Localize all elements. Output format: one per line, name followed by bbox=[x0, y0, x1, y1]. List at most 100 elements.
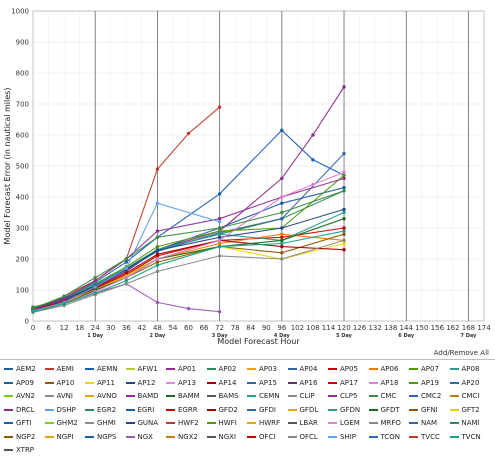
legend-item-gfti[interactable]: GFTI bbox=[4, 417, 32, 429]
legend-item-avno[interactable]: AVNO bbox=[85, 390, 117, 402]
legend-item-ap08[interactable]: AP08 bbox=[449, 363, 479, 375]
legend-item-gfdl[interactable]: GFDL bbox=[287, 404, 318, 416]
legend-item-gft2[interactable]: GFT2 bbox=[449, 404, 480, 416]
legend-item-drcl[interactable]: DRCL bbox=[4, 404, 35, 416]
x-tick-label: 150 bbox=[415, 324, 428, 332]
legend-item-ap16[interactable]: AP16 bbox=[287, 377, 317, 389]
legend-item-ap18[interactable]: AP18 bbox=[368, 377, 398, 389]
legend-item-clp5[interactable]: CLP5 bbox=[328, 390, 357, 402]
legend-item-ngp2[interactable]: NGP2 bbox=[4, 431, 35, 443]
legend-item-hwf2[interactable]: HWF2 bbox=[166, 417, 199, 429]
data-point-ofcl bbox=[342, 238, 346, 243]
legend-item-lbar[interactable]: LBAR bbox=[287, 417, 318, 429]
y-tick-label: 800 bbox=[16, 70, 29, 78]
legend-item-ngpi[interactable]: NGPI bbox=[44, 431, 73, 443]
legend-item-aemn[interactable]: AEMN bbox=[85, 363, 118, 375]
day-marker-label: 2 Day bbox=[149, 333, 166, 339]
legend-item-gfdi[interactable]: GFDI bbox=[247, 404, 276, 416]
legend-item-ap19[interactable]: AP19 bbox=[409, 377, 439, 389]
legend-item-ap15[interactable]: AP15 bbox=[247, 377, 277, 389]
legend-item-ngps[interactable]: NGPS bbox=[85, 431, 116, 443]
legend-swatch bbox=[368, 408, 378, 411]
data-point-lgem bbox=[217, 238, 222, 243]
legend-item-aem2[interactable]: AEM2 bbox=[4, 363, 36, 375]
legend-item-hwfi[interactable]: HWFI bbox=[206, 417, 237, 429]
legend-item-ap13[interactable]: AP13 bbox=[166, 377, 196, 389]
data-point-tvcn bbox=[124, 279, 129, 283]
legend-item-egrr[interactable]: EGRR bbox=[166, 404, 198, 416]
legend-item-ap12[interactable]: AP12 bbox=[125, 377, 155, 389]
legend-item-ngx[interactable]: NGX bbox=[125, 431, 153, 443]
data-point-aemn bbox=[311, 158, 315, 162]
legend-item-xtrp[interactable]: XTRP bbox=[4, 444, 34, 456]
legend-label: GFD2 bbox=[218, 405, 238, 414]
legend-item-bamm[interactable]: BAMM bbox=[166, 390, 200, 402]
legend-item-ap06[interactable]: AP06 bbox=[368, 363, 398, 375]
data-point-cmc bbox=[62, 294, 66, 298]
legend-swatch bbox=[368, 435, 378, 438]
legend-item-ap04[interactable]: AP04 bbox=[287, 363, 317, 375]
legend-item-gfdn[interactable]: GFDN bbox=[328, 404, 360, 416]
legend-item-nam[interactable]: NAM bbox=[409, 417, 437, 429]
legend-item-avni[interactable]: AVNI bbox=[44, 390, 73, 402]
legend-item-clip[interactable]: CLIP bbox=[287, 390, 315, 402]
legend-swatch bbox=[368, 368, 378, 370]
legend-item-gfni[interactable]: GFNI bbox=[409, 404, 438, 416]
data-point-cmc bbox=[93, 275, 97, 280]
legend-item-gfdt[interactable]: GFDT bbox=[368, 404, 400, 416]
legend-item-ap09[interactable]: AP09 bbox=[4, 377, 34, 389]
legend-item-ap20[interactable]: AP20 bbox=[449, 377, 479, 389]
legend-item-ap17[interactable]: AP17 bbox=[328, 377, 358, 389]
legend-label: NGPS bbox=[97, 432, 117, 441]
x-tick-label: 84 bbox=[246, 324, 255, 332]
legend-item-ngxi[interactable]: NGXI bbox=[206, 431, 236, 443]
legend-item-ghm2[interactable]: GHM2 bbox=[44, 417, 78, 429]
legend-item-tcon[interactable]: TCON bbox=[368, 431, 400, 443]
legend-item-afw1[interactable]: AFW1 bbox=[125, 363, 158, 375]
legend-item-lgem[interactable]: LGEM bbox=[328, 417, 360, 429]
legend-item-cmci[interactable]: CMCI bbox=[449, 390, 479, 402]
x-tick-label: 144 bbox=[400, 324, 414, 332]
legend-item-ap05[interactable]: AP05 bbox=[328, 363, 358, 375]
legend-item-ngx2[interactable]: NGX2 bbox=[166, 431, 198, 443]
data-point-clp5 bbox=[155, 229, 160, 233]
legend-item-bams[interactable]: BAMS bbox=[206, 390, 239, 402]
x-tick-label: 138 bbox=[384, 324, 397, 332]
legend-item-guna[interactable]: GUNA bbox=[125, 417, 158, 429]
legend-item-cemn[interactable]: CEMN bbox=[247, 390, 280, 402]
legend-item-avn2[interactable]: AVN2 bbox=[4, 390, 35, 402]
legend-item-tvcc[interactable]: TVCC bbox=[409, 431, 440, 443]
legend-item-gfd2[interactable]: GFD2 bbox=[206, 404, 238, 416]
legend-item-ap01[interactable]: AP01 bbox=[166, 363, 196, 375]
legend-item-ap03[interactable]: AP03 bbox=[247, 363, 277, 375]
legend-item-bamd[interactable]: BAMD bbox=[125, 390, 159, 402]
legend-item-ap07[interactable]: AP07 bbox=[409, 363, 439, 375]
legend-item-cmc2[interactable]: CMC2 bbox=[409, 390, 441, 402]
x-tick-label: 114 bbox=[322, 324, 336, 332]
legend-item-ap11[interactable]: AP11 bbox=[85, 377, 115, 389]
legend-item-egr2[interactable]: EGR2 bbox=[85, 404, 116, 416]
legend-item-ship[interactable]: SHIP bbox=[328, 431, 356, 443]
series-line-ship bbox=[32, 202, 220, 312]
legend-item-mrfo[interactable]: MRFO bbox=[368, 417, 401, 429]
legend-item-ghmi[interactable]: GHMI bbox=[85, 417, 116, 429]
legend-item-nami[interactable]: NAMI bbox=[449, 417, 480, 429]
legend-item-cmc[interactable]: CMC bbox=[368, 390, 396, 402]
legend-item-hwrf[interactable]: HWRF bbox=[247, 417, 280, 429]
legend-item-ofcl[interactable]: OFCL bbox=[287, 431, 318, 443]
data-point-ap12 bbox=[217, 235, 222, 239]
add-remove-all-button[interactable]: Add/Remove All bbox=[433, 349, 489, 357]
legend-item-ofci[interactable]: OFCI bbox=[247, 431, 276, 443]
legend-label: AP02 bbox=[218, 365, 237, 373]
legend-item-egri[interactable]: EGRI bbox=[125, 404, 154, 416]
legend-item-ap10[interactable]: AP10 bbox=[44, 377, 74, 389]
legend-item-ap02[interactable]: AP02 bbox=[206, 363, 237, 375]
data-point-cmc bbox=[342, 189, 346, 193]
legend-swatch bbox=[44, 408, 54, 411]
legend-item-ap14[interactable]: AP14 bbox=[206, 377, 236, 389]
legend-item-dshp[interactable]: DSHP bbox=[44, 404, 76, 416]
data-point-tvcn bbox=[93, 291, 97, 295]
legend-item-aemi[interactable]: AEMI bbox=[44, 363, 74, 375]
legend-item-tvcn[interactable]: TVCN bbox=[449, 431, 481, 443]
y-axis-title: Model Forecast Error (in nautical miles) bbox=[3, 88, 12, 245]
